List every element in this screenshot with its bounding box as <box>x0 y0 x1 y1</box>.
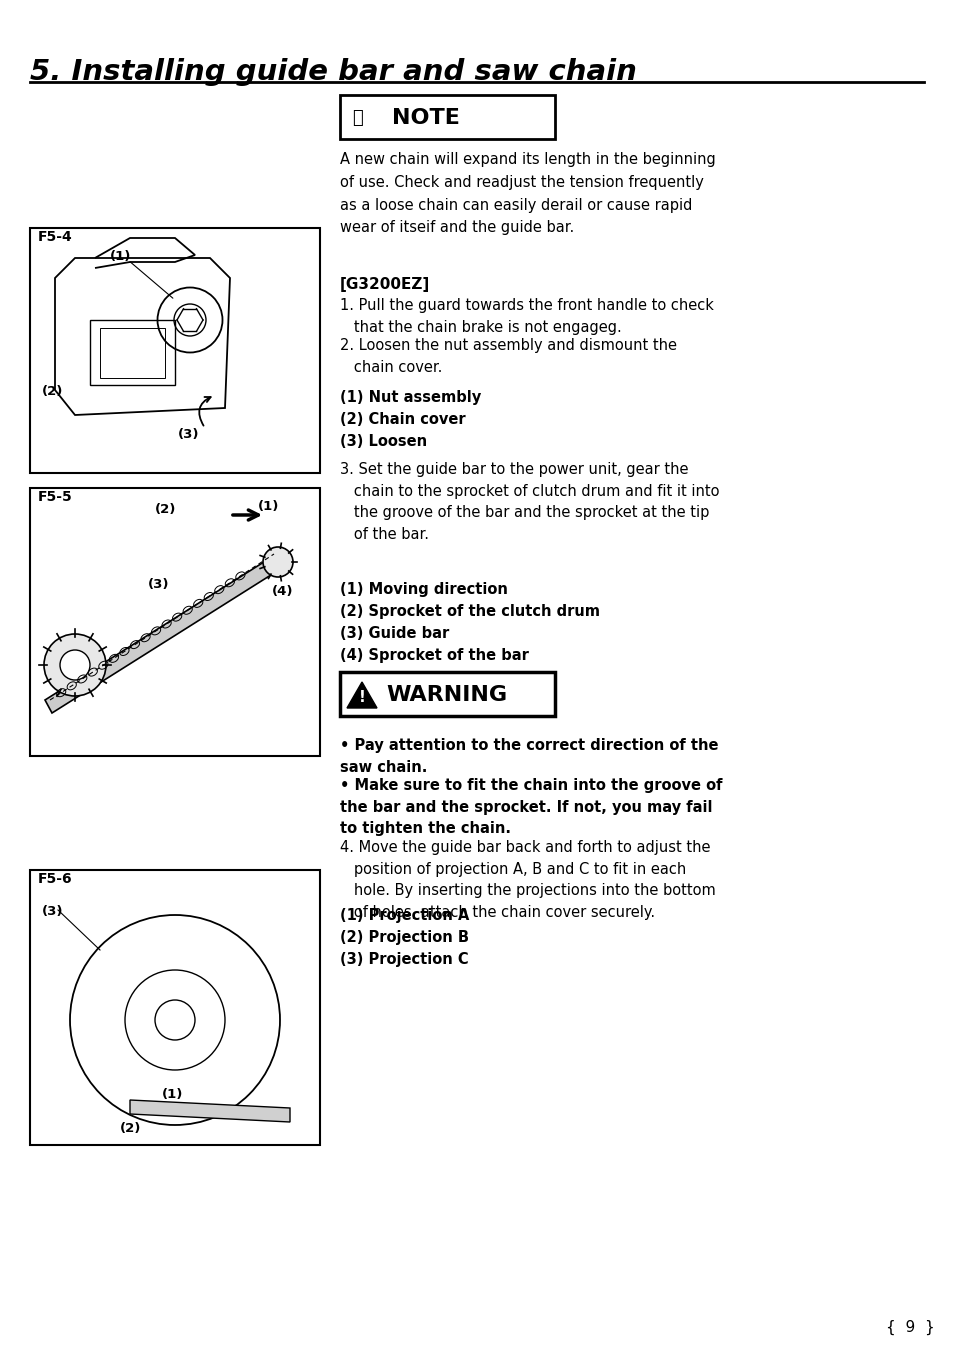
Bar <box>90 319 174 386</box>
Bar <box>339 673 555 716</box>
Text: (2) Projection B: (2) Projection B <box>339 930 469 945</box>
Text: (3) Guide bar: (3) Guide bar <box>339 625 449 642</box>
Text: (1): (1) <box>257 500 279 514</box>
Text: (1) Moving direction: (1) Moving direction <box>339 582 507 597</box>
Text: (2): (2) <box>154 503 176 516</box>
Polygon shape <box>130 1100 290 1122</box>
Ellipse shape <box>44 634 106 696</box>
Text: {  9  }: { 9 } <box>884 1320 933 1336</box>
Text: 3. Set the guide bar to the power unit, gear the
   chain to the sprocket of clu: 3. Set the guide bar to the power unit, … <box>339 462 719 542</box>
Text: [G3200EZ]: [G3200EZ] <box>339 276 430 293</box>
Text: (2): (2) <box>42 386 63 398</box>
Text: 2. Loosen the nut assembly and dismount the
   chain cover.: 2. Loosen the nut assembly and dismount … <box>339 338 677 375</box>
Text: 📖: 📖 <box>352 109 362 127</box>
Text: • Make sure to fit the chain into the groove of
the bar and the sprocket. If not: • Make sure to fit the chain into the gr… <box>339 778 721 836</box>
Text: 5. Installing guide bar and saw chain: 5. Installing guide bar and saw chain <box>30 58 637 86</box>
Text: (1) Nut assembly: (1) Nut assembly <box>339 390 480 404</box>
Text: (3) Loosen: (3) Loosen <box>339 434 427 449</box>
Text: 4. Move the guide bar back and forth to adjust the
   position of projection A, : 4. Move the guide bar back and forth to … <box>339 840 715 919</box>
Text: • Pay attention to the correct direction of the
saw chain.: • Pay attention to the correct direction… <box>339 737 718 775</box>
Text: (1): (1) <box>110 249 132 263</box>
Text: (4): (4) <box>272 585 294 599</box>
Text: 1. Pull the guard towards the front handle to check
   that the chain brake is n: 1. Pull the guard towards the front hand… <box>339 298 713 334</box>
Ellipse shape <box>263 547 293 577</box>
Polygon shape <box>45 555 282 713</box>
Text: A new chain will expand its length in the beginning
of use. Check and readjust t: A new chain will expand its length in th… <box>339 152 715 236</box>
Text: (3): (3) <box>148 578 170 590</box>
Text: F5-6: F5-6 <box>38 872 72 886</box>
Bar <box>339 94 555 139</box>
Text: (3): (3) <box>42 905 64 918</box>
Text: !: ! <box>358 689 365 705</box>
Text: (1) Projection A: (1) Projection A <box>339 909 469 923</box>
Text: WARNING: WARNING <box>386 685 507 705</box>
Bar <box>30 869 319 1144</box>
Bar <box>30 228 319 473</box>
Text: F5-4: F5-4 <box>38 231 72 244</box>
Text: (2) Sprocket of the clutch drum: (2) Sprocket of the clutch drum <box>339 604 599 619</box>
Text: (4) Sprocket of the bar: (4) Sprocket of the bar <box>339 648 528 663</box>
Bar <box>30 488 319 756</box>
Text: (3) Projection C: (3) Projection C <box>339 952 468 967</box>
Text: NOTE: NOTE <box>392 108 459 128</box>
Polygon shape <box>347 682 376 708</box>
Ellipse shape <box>60 650 90 679</box>
Text: (1): (1) <box>162 1088 183 1101</box>
Text: F5-5: F5-5 <box>38 491 72 504</box>
Text: (2): (2) <box>120 1122 141 1135</box>
Text: (2) Chain cover: (2) Chain cover <box>339 412 465 427</box>
Text: (3): (3) <box>178 429 199 441</box>
Bar <box>100 328 165 377</box>
